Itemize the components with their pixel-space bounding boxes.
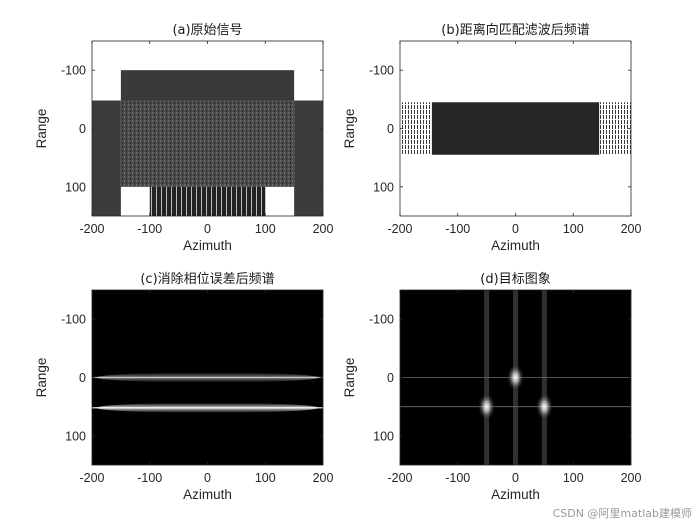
azimuth-sidelobe — [541, 290, 547, 465]
x-tick-label: 100 — [563, 471, 584, 485]
x-tick-label: 0 — [512, 471, 519, 485]
x-tick-label: 200 — [621, 222, 642, 236]
subplot-3: -200 -100 0 100 200 -100 0 100 (c)消除相位误差后频谱 Azimu… — [34, 272, 333, 502]
y-axis-label: Range — [34, 358, 49, 398]
x-tick-label: -100 — [445, 222, 470, 236]
x-tick-label: 0 — [512, 222, 519, 236]
y-tick-label: -100 — [61, 64, 86, 78]
y-axis-label: Range — [34, 109, 49, 149]
image-region — [599, 102, 631, 155]
image-region — [294, 100, 323, 216]
image-region — [120, 70, 295, 101]
subplot-title: (a)原始信号 — [172, 23, 242, 38]
x-tick-label: 200 — [313, 471, 334, 485]
x-tick-label: 100 — [255, 222, 276, 236]
image-content — [92, 372, 323, 413]
y-tick-label: -100 — [61, 313, 86, 327]
x-tick-label: -200 — [79, 471, 104, 485]
y-tick-label: 100 — [65, 180, 86, 194]
subplot-2: -200 -100 0 100 200 -100 0 100 (b)距离向匹配滤波后频谱 Azim… — [342, 22, 641, 253]
subplot-title: (b)距离向匹配滤波后频谱 — [441, 22, 589, 38]
y-tick-label: 0 — [79, 122, 86, 136]
x-axis-label: Azimuth — [183, 238, 232, 253]
y-axis-label: Range — [342, 109, 357, 149]
y-tick-label: 100 — [65, 429, 86, 443]
image-region — [120, 100, 295, 187]
subplot-1: -200 -100 0 100 200 -100 0 100 (a)原始信号 Azimuth Ran… — [34, 23, 333, 253]
x-tick-label: -200 — [387, 471, 412, 485]
x-tick-label: 100 — [563, 222, 584, 236]
target-point — [535, 392, 554, 421]
image-region — [92, 100, 121, 216]
azimuth-sidelobe — [484, 290, 490, 465]
subplot-title: (c)消除相位误差后频谱 — [140, 272, 274, 287]
image-region — [431, 102, 600, 155]
y-tick-label: -100 — [369, 64, 394, 78]
x-tick-label: 200 — [621, 471, 642, 485]
y-tick-label: 0 — [79, 371, 86, 385]
x-tick-label: -100 — [137, 471, 162, 485]
y-tick-label: -100 — [369, 313, 394, 327]
y-tick-label: 0 — [387, 122, 394, 136]
image-content — [92, 70, 323, 216]
image-region — [149, 186, 266, 216]
x-tick-label: -200 — [79, 222, 104, 236]
x-tick-label: 0 — [204, 471, 211, 485]
x-axis-label: Azimuth — [183, 487, 232, 502]
x-tick-label: 0 — [204, 222, 211, 236]
y-tick-label: 100 — [373, 180, 394, 194]
x-axis-label: Azimuth — [491, 487, 540, 502]
image-region — [400, 102, 432, 155]
subplot-title: (d)目标图象 — [480, 272, 550, 287]
subplot-4: -200 -100 0 100 200 -100 0 100 (d)目标图象 Azimuth Ran… — [342, 272, 641, 502]
x-axis-label: Azimuth — [491, 238, 540, 253]
x-tick-label: -200 — [387, 222, 412, 236]
target-point — [506, 363, 525, 392]
x-tick-label: -100 — [445, 471, 470, 485]
x-tick-label: 200 — [313, 222, 334, 236]
image-content — [400, 102, 631, 155]
x-tick-label: 100 — [255, 471, 276, 485]
x-tick-label: -100 — [137, 222, 162, 236]
y-axis-label: Range — [342, 358, 357, 398]
image-content — [400, 290, 631, 465]
watermark: CSDN @阿里matlab建模师 — [552, 507, 692, 520]
y-tick-label: 100 — [373, 429, 394, 443]
target-point — [477, 392, 496, 421]
y-tick-label: 0 — [387, 371, 394, 385]
